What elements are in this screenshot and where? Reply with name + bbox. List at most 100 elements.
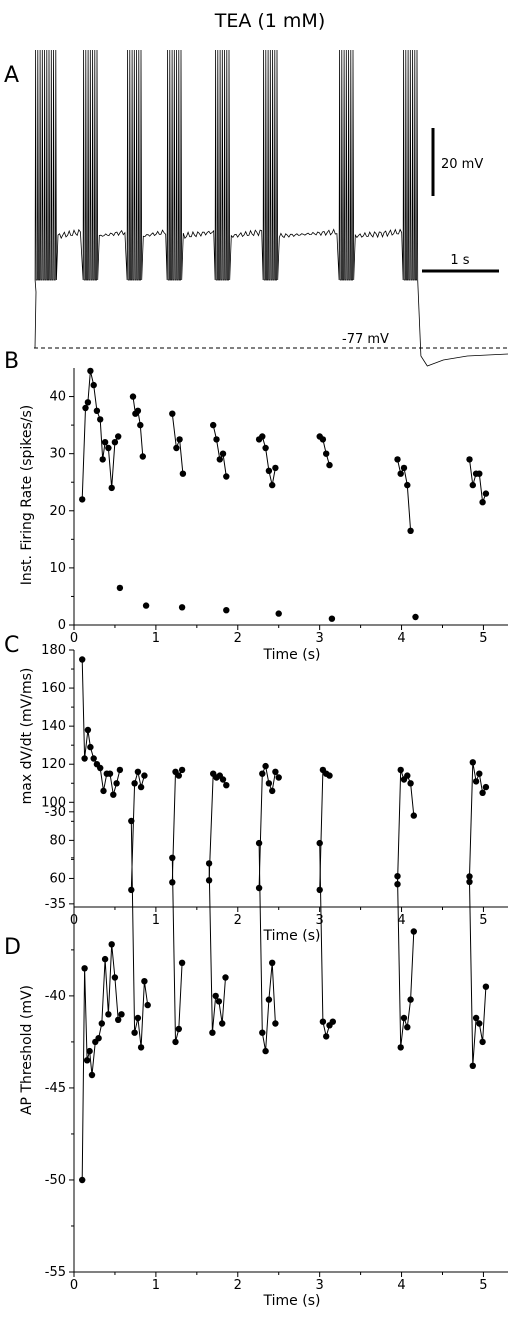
dvdt-data-point	[255, 884, 263, 892]
dvdt-data-point	[265, 780, 273, 787]
firing-rate-isolated-point	[412, 613, 419, 621]
dvdt-x-tick-label: 2	[234, 913, 242, 928]
threshold-data-point	[479, 1038, 486, 1046]
threshold-data-point	[131, 1029, 138, 1036]
threshold-data-point	[265, 996, 273, 1003]
threshold-data-point	[259, 1029, 266, 1036]
panel-c: C 0 1 2 3 4 5 60 80 100 120 140 160 180 Time (s) max…	[4, 633, 508, 944]
threshold-data-point	[316, 839, 323, 847]
dvdt-data-point	[469, 759, 476, 766]
dvdt-y-tick-label: 140	[41, 719, 66, 734]
dvdt-data-point	[134, 768, 142, 775]
panel-b-letter: B	[4, 349, 19, 374]
firing-rate-y-tick-label: 40	[49, 390, 66, 405]
threshold-axes: 0 1 2 3 4 5 -30 -35 -40 -45 -50 -55	[45, 775, 508, 1293]
firing-rate-data-point	[173, 444, 180, 452]
firing-rate-data-point	[210, 421, 217, 429]
dvdt-data-point	[87, 743, 94, 751]
firing-rate-data-point	[90, 381, 97, 389]
threshold-data-point	[272, 1020, 279, 1027]
threshold-x-tick-label: 2	[234, 1278, 242, 1293]
firing-rate-data-point	[179, 470, 187, 477]
dvdt-data-point	[407, 780, 414, 787]
threshold-data-point	[137, 1044, 145, 1051]
threshold-data-point	[141, 978, 148, 985]
threshold-x-tick-label: 0	[70, 1278, 78, 1293]
dvdt-y-tick-label: 60	[49, 871, 66, 886]
panel-b: B 0 1 2 3 4 5 0 10 20 30 40 Time (s) Inst. Firing …	[4, 349, 508, 663]
firing-rate-data-point	[139, 453, 146, 460]
threshold-data-point	[262, 1047, 269, 1055]
firing-rate-data-point	[265, 467, 273, 474]
firing-rate-data-point	[400, 464, 408, 472]
threshold-data-point	[222, 974, 229, 981]
firing-rate-data-point	[82, 404, 89, 412]
firing-rate-x-tick-label: 1	[152, 631, 160, 646]
threshold-y-tick-label: -35	[45, 897, 66, 912]
firing-rate-x-axis-label: Time (s)	[263, 647, 321, 663]
time-scale-label: 1 s	[450, 253, 469, 268]
dvdt-series-line	[319, 768, 330, 890]
firing-rate-series-line	[258, 435, 276, 486]
dvdt-data-point	[113, 780, 120, 787]
dvdt-data-point	[110, 791, 117, 798]
firing-rate-y-tick-label: 20	[49, 504, 66, 519]
threshold-data-point	[410, 928, 417, 935]
firing-rate-data-point	[469, 481, 476, 489]
firing-rate-marks	[79, 367, 490, 622]
threshold-series-line	[319, 843, 334, 1039]
firing-rate-series-line	[81, 370, 119, 500]
firing-rate-data-point	[326, 461, 333, 469]
firing-rate-isolated-point	[178, 604, 186, 611]
threshold-data-point	[397, 1044, 404, 1051]
threshold-data-point	[212, 992, 219, 1000]
dvdt-data-point	[128, 886, 135, 894]
dvdt-data-point	[269, 787, 276, 795]
threshold-data-point	[400, 1014, 408, 1022]
threshold-data-point	[209, 1029, 216, 1036]
dvdt-y-tick-label: 160	[41, 681, 66, 696]
firing-rate-data-point	[272, 464, 279, 472]
threshold-y-tick-label: -40	[45, 989, 66, 1004]
firing-rate-data-point	[169, 410, 176, 417]
threshold-data-point	[476, 1020, 483, 1027]
dvdt-data-point	[410, 812, 417, 819]
threshold-y-axis-label: AP Threshold (mV)	[19, 985, 35, 1115]
firing-rate-isolated-point	[223, 607, 230, 614]
threshold-data-point	[215, 998, 223, 1005]
panel-a: A -77 mV 20 mV 1 s	[4, 49, 509, 367]
firing-rate-data-point	[259, 433, 266, 440]
threshold-y-tick-label: -30	[45, 805, 66, 820]
dvdt-data-point	[272, 768, 279, 775]
firing-rate-data-point	[108, 484, 115, 492]
threshold-data-point	[329, 1018, 336, 1025]
dvdt-data-point	[316, 886, 323, 894]
dvdt-data-point	[275, 774, 282, 781]
threshold-marks	[79, 817, 490, 1184]
threshold-data-point	[101, 955, 109, 963]
firing-rate-series-line	[171, 413, 184, 474]
dvdt-y-tick-label: 100	[41, 795, 66, 810]
dvdt-data-point	[100, 787, 107, 795]
firing-rate-data-point	[394, 456, 401, 463]
threshold-data-point	[472, 1014, 480, 1022]
threshold-data-point	[255, 839, 263, 847]
dvdt-x-axis-label: Time (s)	[263, 928, 321, 944]
panel-d-letter: D	[4, 935, 21, 960]
panel-a-letter: A	[4, 63, 19, 88]
threshold-data-point	[86, 1047, 93, 1055]
dvdt-data-point	[482, 783, 490, 791]
firing-rate-x-tick-label: 0	[70, 631, 78, 646]
threshold-data-point	[128, 817, 135, 825]
baseline-label: -77 mV	[342, 332, 389, 347]
firing-rate-data-point	[407, 527, 414, 534]
dvdt-data-point	[326, 772, 333, 779]
firing-rate-data-point	[397, 470, 404, 477]
dvdt-data-point	[106, 770, 114, 777]
threshold-data-point	[144, 1001, 151, 1009]
threshold-x-tick-label: 5	[479, 1278, 487, 1293]
firing-rate-data-point	[466, 456, 473, 463]
threshold-data-point	[105, 1011, 112, 1018]
firing-rate-data-point	[87, 367, 94, 375]
